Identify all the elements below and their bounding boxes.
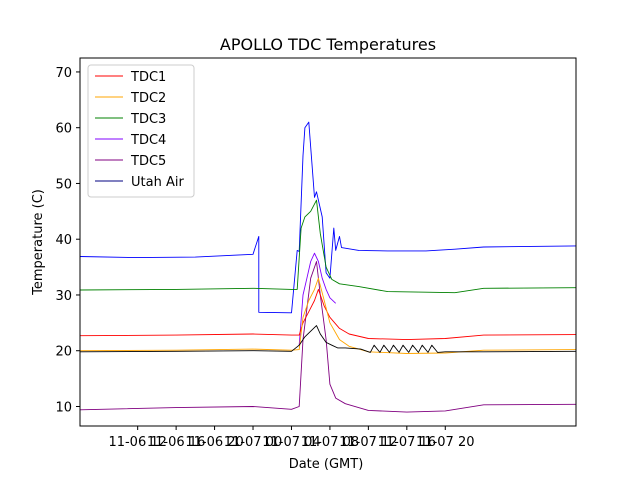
- series-line-utah-air-0: [79, 121, 577, 314]
- legend-label-utah-air: Utah Air: [131, 175, 184, 190]
- legend: TDC1 TDC2 TDC3 TDC4 TDC5 Utah Air: [87, 64, 195, 198]
- y-tick-label-6: 70: [55, 66, 72, 81]
- legend-label-tdc3: TDC3: [130, 112, 166, 127]
- x-axis-label: Date (GMT): [289, 457, 364, 472]
- x-tick-label-5: 11-07 08: [301, 435, 359, 450]
- legend-box: [87, 64, 195, 198]
- x-tick-label-2: 11-06 20: [185, 435, 243, 450]
- plot-frame: [79, 57, 577, 427]
- series-line-utah-air-6: [79, 325, 577, 353]
- series-layer: [79, 121, 577, 413]
- y-axis: 10 20 30 40 50 60 70: [55, 66, 80, 415]
- legend-label-tdc1: TDC1: [130, 70, 166, 85]
- series-line-tdc3-1: [79, 199, 577, 294]
- legend-label-tdc5: TDC5: [130, 154, 166, 169]
- series-line-tdc2-5: [79, 277, 577, 354]
- x-tick-label-6: 11-07 12: [339, 435, 397, 450]
- y-tick-label-2: 30: [55, 289, 72, 304]
- y-tick-label-1: 20: [55, 345, 72, 360]
- y-tick-label-0: 10: [55, 400, 72, 415]
- y-tick-label-3: 40: [55, 233, 72, 248]
- series-line-tdc5-3: [79, 261, 577, 413]
- legend-label-tdc2: TDC2: [130, 91, 166, 106]
- x-tick-label-3: 11-07 00: [224, 435, 282, 450]
- y-axis-label: Temperature (C): [31, 189, 46, 296]
- x-tick-label-1: 11-06 16: [147, 435, 205, 450]
- series-line-tdc4-2: [298, 252, 337, 346]
- x-tick-label-0: 11-06 12: [108, 435, 166, 450]
- x-tick-label-4: 11-07 04: [262, 435, 320, 450]
- series-line-tdc1-4: [79, 288, 577, 341]
- y-tick-label-5: 60: [55, 122, 72, 137]
- y-tick-label-4: 50: [55, 177, 72, 192]
- x-tick-label-8: 11-07 20: [416, 435, 474, 450]
- chart-title: APOLLO TDC Temperatures: [220, 35, 436, 54]
- legend-label-tdc4: TDC4: [130, 133, 166, 148]
- x-tick-label-7: 11-07 16: [378, 435, 436, 450]
